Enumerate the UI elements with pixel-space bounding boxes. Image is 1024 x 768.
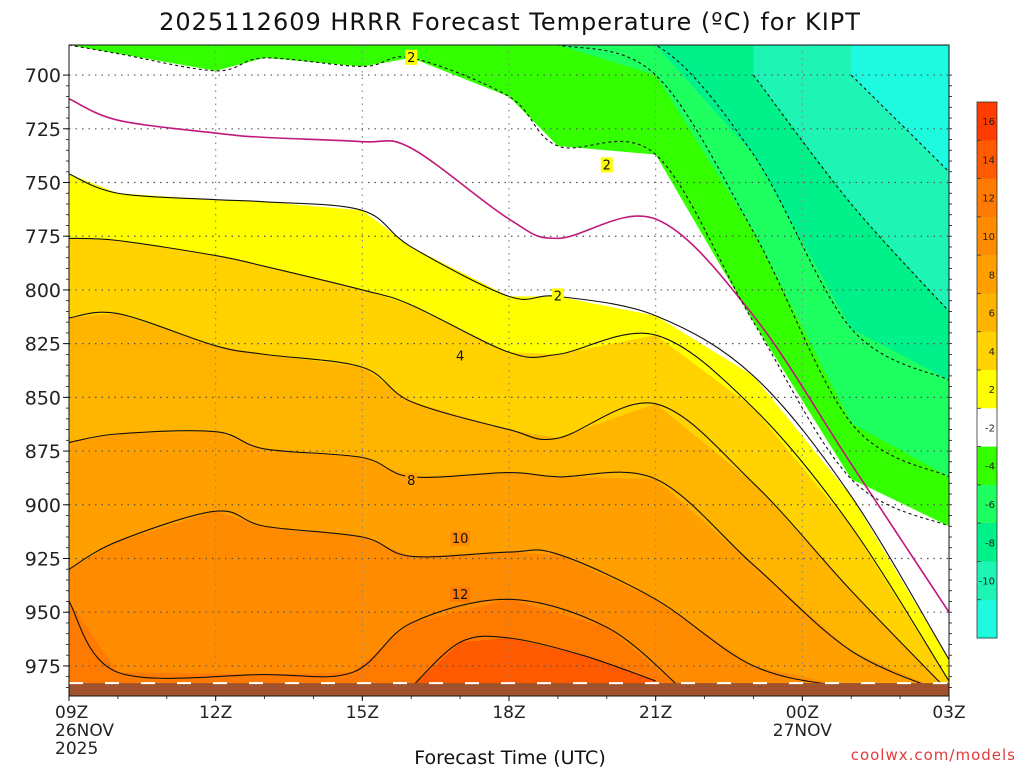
contour-line-8 (557, 45, 949, 381)
contour-label-1: 2 (603, 158, 611, 173)
contour-label-bg-5 (450, 531, 471, 547)
colorbar-label-7: 2 (989, 385, 995, 396)
terrain-layer (69, 682, 949, 696)
colorbar-label-5: 6 (989, 309, 995, 320)
y-tick-label-950: 950 (25, 602, 61, 624)
x-tick-label-6-0: 03Z (932, 703, 965, 723)
y-tick-label-900: 900 (25, 495, 61, 517)
y-tick-label-725: 725 (25, 119, 61, 141)
colorbar-label-10: -6 (985, 500, 995, 511)
colorbar-label-12: -10 (979, 577, 995, 588)
y-tick-label-750: 750 (25, 173, 61, 195)
colorbar: 16 14 12 10 8 6 4 2 -2 -4 -6 -8 -10 (976, 101, 998, 639)
colorbar-bin-6 (977, 331, 997, 371)
y-tick-label-925: 925 (25, 548, 61, 570)
contour-line-9 (753, 74, 949, 312)
y-axis-ticks: 700 725 750 775 800 825 850 875 900 925 950 975 (25, 65, 952, 688)
contour-line-0 (69, 97, 949, 613)
x-tick-label-2-0: 15Z (346, 703, 379, 723)
fill-14-to-16 (411, 637, 656, 696)
y-tick-label-875: 875 (25, 441, 61, 463)
contour-label-bg-3 (454, 348, 467, 364)
y-tick-label-775: 775 (25, 226, 61, 248)
colorbar-label-3: 10 (982, 232, 995, 243)
credit-text: coolwx.com/models (851, 746, 1016, 764)
contour-label-bg-4 (405, 473, 418, 489)
colorbar-label-8: -2 (985, 423, 995, 434)
terrain-ground (69, 683, 949, 696)
x-tick-label-4-0: 21Z (639, 703, 672, 723)
colorbar-label-2: 12 (982, 194, 995, 205)
contour-label-5: 10 (452, 532, 469, 547)
colorbar-bin-5 (977, 293, 997, 333)
contour-line-4 (69, 430, 949, 695)
colorbar-bin-11 (977, 523, 997, 562)
contour-labels: 2 2 2 4 8 10 12 (405, 49, 613, 603)
colorbar-label-4: 8 (989, 270, 995, 281)
contour-label-bg-6 (450, 587, 471, 603)
contour-label-0: 2 (407, 51, 415, 66)
colorbar-label-1: 14 (982, 155, 995, 166)
colorbar-bin-3 (977, 216, 997, 256)
colorbar-bin-0 (977, 102, 997, 141)
x-tick-label-5-1: 27NOV (773, 721, 832, 741)
colorbar-label-0: 16 (982, 117, 995, 128)
contour-line-5 (69, 510, 949, 696)
contour-label-3: 4 (456, 350, 464, 365)
contour-label-bg-2 (551, 288, 564, 304)
contour-label-2: 2 (554, 289, 562, 304)
x-tick-label-3-0: 18Z (492, 703, 525, 723)
contour-label-bg-0 (405, 49, 418, 65)
colorbar-label-9: -4 (985, 462, 995, 473)
colorbar-bin-13 (977, 599, 997, 639)
plot-area: 2 2 2 4 8 10 12 (69, 45, 949, 696)
contour-lines (69, 45, 949, 696)
y-tick-label-975: 975 (25, 656, 61, 678)
colorbar-label-11: -8 (985, 538, 995, 549)
contour-line-10 (850, 74, 949, 173)
contour-line-3 (69, 311, 949, 693)
x-tick-label-1-0: 12Z (199, 703, 232, 723)
contour-line-2 (69, 237, 949, 682)
contour-line-14 (410, 635, 656, 688)
colorbar-label-6: 4 (989, 347, 995, 358)
x-tick-label-0-2: 2025 (55, 739, 98, 759)
y-tick-label-800: 800 (25, 280, 61, 302)
contour-line-6 (69, 45, 949, 527)
contour-line-1 (69, 173, 949, 660)
fill-cold-4 (851, 45, 949, 172)
contour-line-12 (69, 598, 681, 688)
colorbar-bin-4 (977, 255, 997, 294)
colorbar-bin-2 (977, 178, 997, 218)
chart-title: 2025112609 HRRR Forecast Temperature (ºC… (159, 8, 861, 36)
contour-label-bg-1 (600, 157, 613, 173)
colorbar-bin-9 (977, 446, 997, 486)
x-tick-label-5-0: 00Z (786, 703, 819, 723)
colorbar-bin-8 (977, 408, 997, 448)
colorbar-bin-10 (977, 484, 997, 524)
contour-line-7 (509, 45, 949, 478)
y-tick-label-850: 850 (25, 387, 61, 409)
colorbar-bin-7 (977, 370, 997, 409)
x-tick-label-0-1: 26NOV (55, 721, 114, 741)
y-tick-label-700: 700 (25, 65, 61, 87)
x-axis-label: Forecast Time (UTC) (414, 747, 605, 768)
grid-lines (69, 45, 949, 696)
temperature-fill-layers (69, 45, 949, 696)
x-tick-label-0-0: 09Z (55, 703, 88, 723)
colorbar-bin-1 (977, 140, 997, 180)
contour-label-4: 8 (407, 474, 415, 489)
y-tick-label-825: 825 (25, 334, 61, 356)
colorbar-bin-12 (977, 561, 997, 601)
contour-label-6: 12 (452, 588, 469, 603)
